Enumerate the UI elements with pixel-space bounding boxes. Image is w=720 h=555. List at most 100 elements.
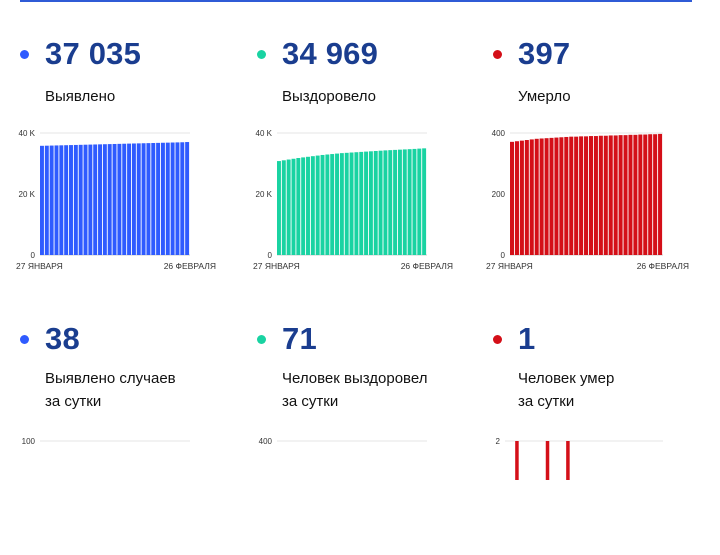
bar <box>88 144 93 255</box>
stat-panel-recovered: 34 969 Выздоровело 40 K 20 K 0 27 ЯНВАРЯ 26 … <box>253 30 487 271</box>
bar <box>378 150 383 255</box>
x-tick-label: 26 ФЕВРАЛЯ <box>637 261 689 271</box>
bar <box>185 142 190 255</box>
bar <box>407 149 412 255</box>
bar <box>325 154 330 255</box>
bar <box>393 149 398 255</box>
y-tick-label: 400 <box>259 437 273 446</box>
bar <box>364 151 369 255</box>
bar <box>136 143 141 255</box>
stat-value: 1 <box>518 321 536 356</box>
bar <box>301 157 306 255</box>
stat-panel-deaths: 397 Умерло 400 200 0 27 ЯНВАРЯ 26 ФЕВРАЛЯ <box>486 30 720 271</box>
bar <box>127 143 132 255</box>
bar <box>584 136 589 255</box>
bar <box>545 441 550 480</box>
bar <box>44 145 49 255</box>
red-dot-icon <box>493 50 502 59</box>
bar <box>515 441 519 480</box>
stat-value: 34 969 <box>282 36 379 71</box>
bar <box>93 144 98 255</box>
bar <box>160 142 165 255</box>
bar <box>54 145 59 255</box>
bar <box>402 149 407 255</box>
chart-daily-recovered: 400 <box>259 437 427 446</box>
bar <box>658 133 663 255</box>
bar <box>286 159 291 255</box>
y-tick-label: 0 <box>31 251 36 260</box>
bar <box>320 154 325 255</box>
bar <box>643 134 648 255</box>
bar <box>64 145 69 255</box>
chart-detected-cumulative: 40 K 20 K 027 ЯНВАРЯ 26 ФЕВРАЛЯ <box>16 129 216 271</box>
bar <box>544 138 549 255</box>
bar <box>549 137 554 255</box>
bar <box>73 144 78 255</box>
bar <box>315 155 320 255</box>
bar <box>170 142 175 255</box>
bar <box>559 137 564 255</box>
x-tick-label: 26 ФЕВРАЛЯ <box>164 261 216 271</box>
bar <box>277 161 281 255</box>
x-tick-label: 27 ЯНВАРЯ <box>253 261 300 271</box>
bar <box>131 143 136 255</box>
bar <box>339 153 344 255</box>
bar <box>422 148 427 255</box>
bar <box>529 139 534 255</box>
stat-panel-daily-recovered: 71 Человек выздоровел за сутки 400 <box>257 315 487 555</box>
stat-panel-daily-detected: 38 Выявлено случаев за сутки 100 <box>20 315 250 555</box>
bar <box>40 145 44 255</box>
y-tick-label: 20 K <box>19 190 36 199</box>
y-tick-label: 2 <box>496 437 501 446</box>
stat-label: Выявлено <box>45 88 116 105</box>
bar <box>151 143 156 255</box>
bar <box>524 140 529 255</box>
bar <box>539 138 544 255</box>
bar <box>566 441 570 480</box>
bar <box>388 150 393 255</box>
stat-label: Выявлено случаев <box>45 370 176 387</box>
bar <box>306 156 310 255</box>
bar <box>412 148 417 255</box>
bar <box>156 142 161 255</box>
bar <box>78 144 83 255</box>
stat-label-sub: за сутки <box>282 393 339 410</box>
bar <box>593 136 598 255</box>
bar <box>98 144 102 255</box>
bar <box>83 144 88 255</box>
bar <box>175 142 180 255</box>
bar <box>648 134 653 255</box>
bar <box>146 143 151 255</box>
bar <box>59 145 64 255</box>
bar <box>554 137 559 255</box>
bar <box>117 143 122 255</box>
bar <box>653 134 658 255</box>
bar <box>628 134 633 255</box>
bar <box>165 142 170 255</box>
y-tick-label: 100 <box>22 437 36 446</box>
chart-daily-detected: 100 <box>22 437 190 446</box>
chart-daily-deaths: 2 <box>496 437 663 480</box>
bar <box>613 135 618 255</box>
bar <box>354 152 359 255</box>
green-dot-icon <box>257 335 266 344</box>
y-tick-label: 0 <box>268 251 273 260</box>
bar <box>373 150 378 255</box>
bar <box>510 141 515 255</box>
bar <box>383 150 388 255</box>
chart-deaths-cumulative: 400 200 027 ЯНВАРЯ 26 ФЕВРАЛЯ <box>486 129 689 271</box>
y-tick-label: 40 K <box>256 129 273 138</box>
stat-value: 37 035 <box>45 36 142 71</box>
bar <box>344 152 349 255</box>
bar <box>122 143 127 255</box>
bar <box>368 151 373 255</box>
bar <box>107 144 112 255</box>
bar <box>291 158 296 255</box>
bar <box>569 136 574 255</box>
bar <box>296 158 301 255</box>
stat-value: 397 <box>518 36 571 71</box>
green-dot-icon <box>257 50 266 59</box>
bar <box>603 135 608 255</box>
x-tick-label: 27 ЯНВАРЯ <box>486 261 533 271</box>
bar <box>281 160 286 255</box>
